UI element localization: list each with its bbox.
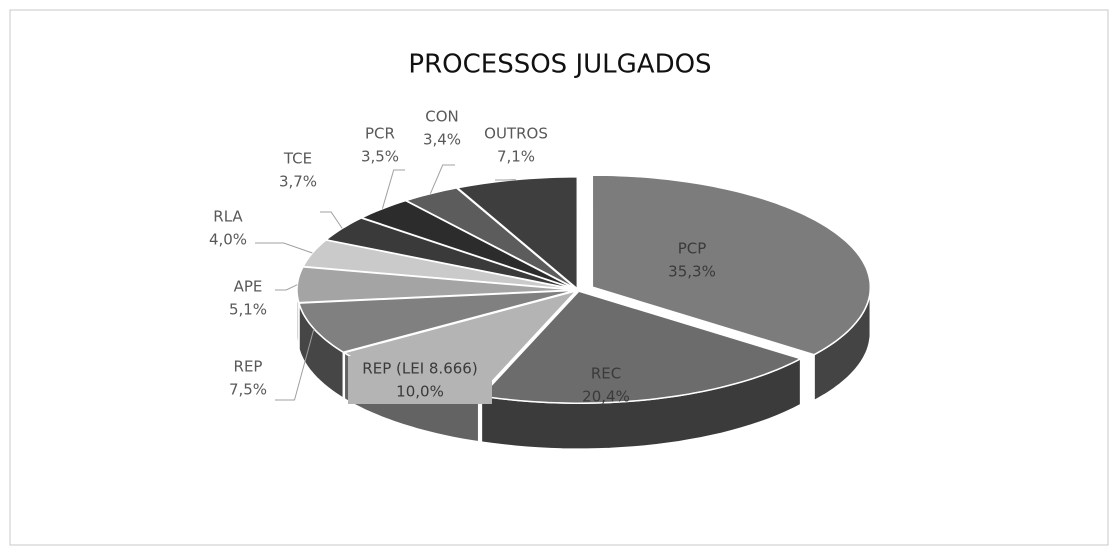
leader-line: [275, 284, 298, 291]
data-label-name: OUTROS: [484, 125, 548, 143]
leader-line: [275, 328, 315, 401]
slice: [359, 199, 577, 290]
data-label: 35,3%: [668, 263, 716, 281]
slice: [301, 239, 576, 291]
leader-line: [381, 169, 405, 209]
pie-tops: [296, 174, 872, 404]
data-label-name: REP: [234, 358, 263, 376]
data-label-name: RLA: [213, 208, 243, 226]
data-label-name: PCP: [678, 240, 707, 258]
labels: PCP 35,3% REC 20,4% REP (LEI 8.666) 10,0% REP 7…: [209, 108, 716, 406]
data-label: 3,4%: [423, 131, 461, 149]
data-label: 7,1%: [497, 148, 535, 166]
slice: [296, 266, 576, 304]
leader-line: [255, 242, 313, 254]
data-label: 3,7%: [279, 173, 317, 191]
data-label: 4,0%: [209, 231, 247, 249]
data-label: 5,1%: [229, 301, 267, 319]
data-label-name: CON: [425, 108, 459, 126]
data-label-name: REC: [591, 365, 621, 383]
data-label-name: TCE: [283, 150, 312, 168]
slice: [298, 289, 576, 354]
data-label: 3,5%: [361, 148, 399, 166]
data-label: 7,5%: [229, 381, 267, 399]
leader-line: [429, 164, 455, 194]
slice: [591, 174, 872, 356]
data-label: 20,4%: [582, 388, 630, 406]
label-box: [348, 356, 492, 404]
leader-line: [320, 211, 343, 229]
data-label-name: PCR: [365, 125, 395, 143]
data-label-name: REP (LEI 8.666): [362, 360, 477, 378]
data-label-name: APE: [234, 278, 263, 296]
chart-title: PROCESSOS JULGADOS: [408, 50, 711, 80]
slice: [479, 290, 803, 404]
data-label: 10,0%: [396, 383, 444, 401]
